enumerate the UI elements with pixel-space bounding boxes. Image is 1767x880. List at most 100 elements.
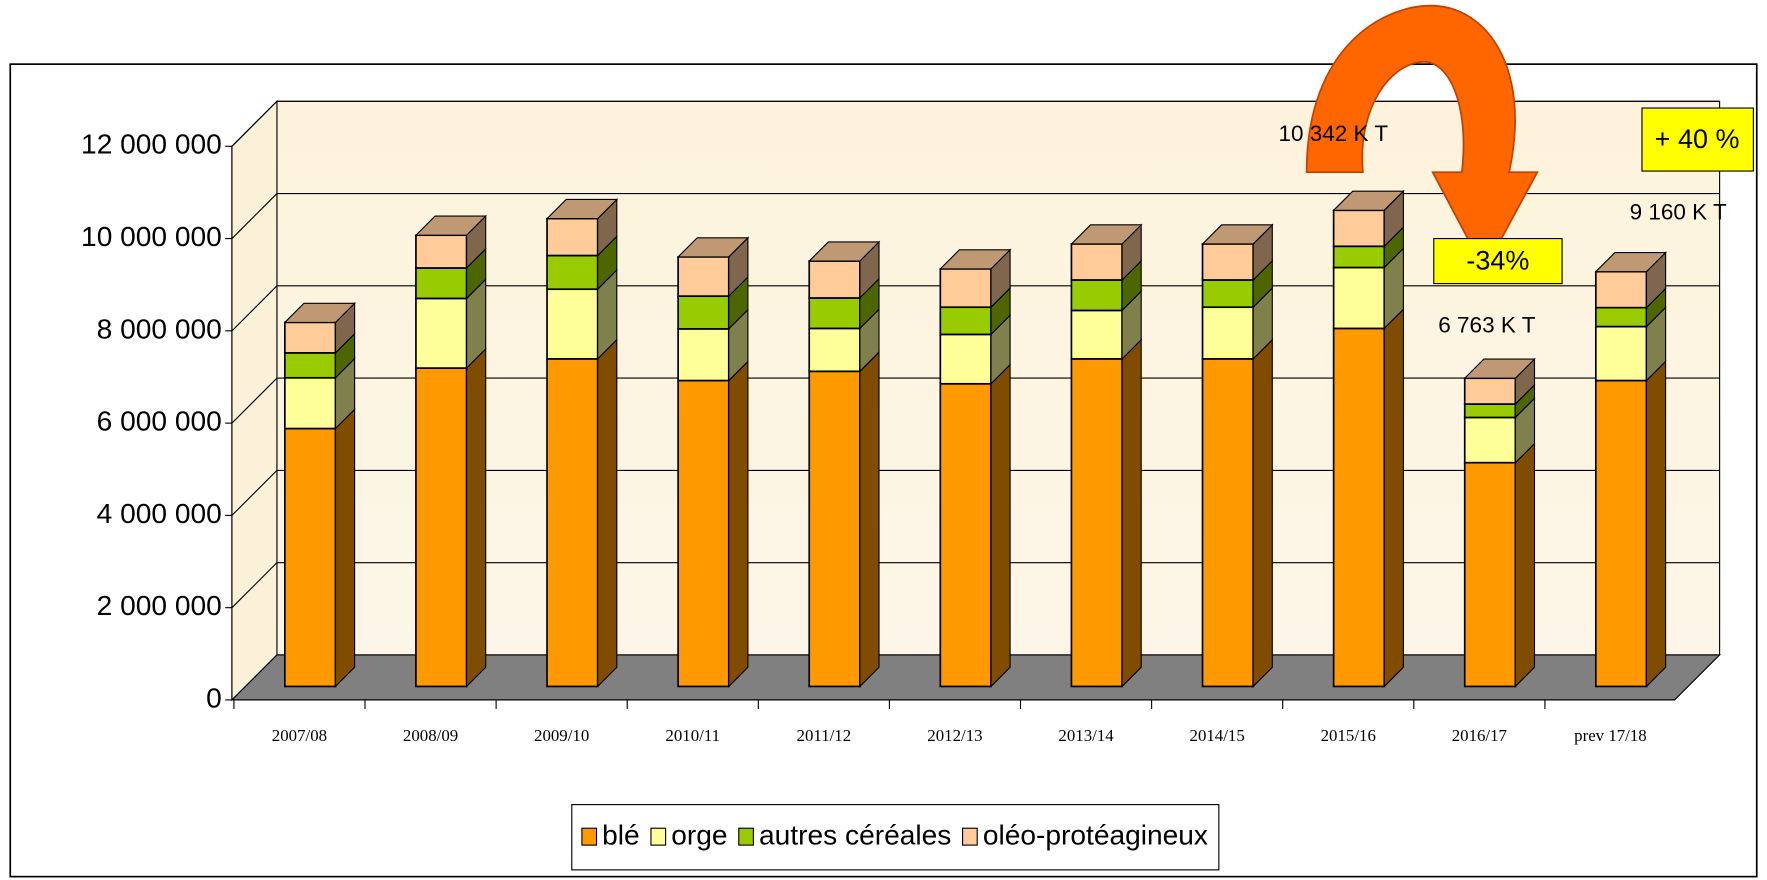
x-tick-label: 2009/10 (534, 726, 589, 745)
bar-side (1645, 360, 1667, 688)
bar-segment (415, 234, 468, 269)
x-tick-label: 2013/14 (1058, 726, 1114, 745)
bar-segment (1463, 461, 1517, 688)
legend (571, 804, 1220, 871)
bar-segment (939, 268, 992, 309)
bar-segment (546, 358, 599, 688)
bar-segment (283, 376, 337, 430)
bar-top (1201, 224, 1274, 245)
bar-side (990, 363, 1011, 688)
grid-line (231, 562, 278, 609)
legend-swatch (738, 827, 754, 846)
bar-segment (546, 288, 599, 360)
bar-side (1121, 338, 1142, 688)
bar-segment (1070, 243, 1123, 281)
bar-top (1332, 190, 1405, 211)
bar-segment (1201, 306, 1255, 360)
bar-segment (677, 379, 730, 688)
bar-segment (1594, 306, 1648, 328)
bar-segment (808, 297, 861, 330)
bar-side (597, 338, 618, 688)
bar-segment (415, 297, 468, 369)
x-tick-label: 2008/09 (403, 726, 458, 745)
bar-segment (808, 327, 861, 373)
bar-segment (1070, 279, 1123, 312)
annotation: 9 160 K T (1630, 200, 1727, 225)
x-tick-label: 2010/11 (665, 726, 720, 745)
bar-top (1594, 251, 1667, 273)
bar-segment (677, 256, 730, 297)
bar-side (1383, 307, 1404, 688)
bar-segment (546, 254, 599, 291)
bar-top (283, 302, 356, 323)
annotation: 10 342 K T (1278, 121, 1388, 146)
bar-segment (677, 328, 730, 382)
legend-swatch (962, 827, 978, 846)
grid-line (231, 193, 278, 239)
bar-top (938, 249, 1012, 270)
bar-segment (283, 427, 337, 688)
bar-side (334, 408, 356, 688)
x-tick-label: 2011/12 (797, 726, 852, 745)
bar-side (728, 360, 749, 688)
bar-segment (939, 333, 992, 385)
y-tick-label: 2 000 000 (97, 590, 222, 621)
y-tick-label: 0 (206, 682, 222, 713)
bar-segment (1070, 309, 1123, 360)
grid-line (231, 377, 278, 424)
legend-label: oléo-protéagineux (983, 820, 1208, 851)
annotation-box (1433, 238, 1563, 285)
bar-segment (1594, 325, 1648, 382)
bar-segment (1201, 243, 1255, 281)
bar-segment (1201, 279, 1255, 309)
grid-line (231, 100, 278, 147)
y-tick-label: 4 000 000 (97, 498, 222, 529)
bar-top (1463, 358, 1536, 379)
bar-segment (808, 260, 861, 299)
bar-segment (415, 367, 468, 688)
bar-segment (283, 352, 337, 379)
x-tick-label: 2015/16 (1321, 726, 1376, 745)
bar-segment (415, 267, 468, 300)
bar-side (466, 347, 487, 688)
bar-segment (1463, 377, 1517, 405)
bar-segment (1594, 270, 1648, 309)
y-tick-label: 8 000 000 (97, 313, 222, 344)
annotation-box (1641, 107, 1754, 172)
x-tick-label: 2014/15 (1190, 726, 1245, 745)
bar-segment (1201, 358, 1255, 688)
annotation: 6 763 K T (1438, 312, 1535, 337)
bar-side (1514, 442, 1536, 688)
annotation: -34% (1466, 245, 1529, 275)
bar-segment (1332, 245, 1386, 269)
bar-segment (283, 321, 337, 354)
bar-segment (1463, 416, 1517, 464)
bar-segment (1463, 403, 1517, 419)
y-tick-label: 12 000 000 (81, 129, 222, 160)
y-tick-label: 6 000 000 (97, 406, 222, 437)
y-tick-label: 10 000 000 (81, 221, 222, 252)
bar-segment (546, 217, 599, 257)
bar-segment (1332, 327, 1386, 688)
x-tick-label: 2012/13 (927, 726, 982, 745)
x-tick-label: prev 17/18 (1574, 726, 1647, 745)
bar-top (807, 241, 881, 262)
bar-segment (677, 295, 730, 330)
legend-label: blé (602, 820, 640, 851)
bar-top (545, 198, 619, 220)
legend-swatch (581, 827, 598, 846)
bar-side (859, 350, 880, 688)
bar-segment (1332, 209, 1386, 248)
bar-top (414, 215, 488, 236)
bar-side (1252, 338, 1273, 688)
annotation: + 40 % (1655, 124, 1740, 154)
arrow (1305, 4, 1539, 272)
bar-segment (1070, 358, 1123, 688)
bar-top (1070, 224, 1143, 245)
bar-segment (939, 306, 992, 336)
x-tick-label: 2007/08 (272, 726, 327, 745)
bar-top (676, 237, 750, 258)
grid-line (231, 285, 278, 332)
legend-label: autres céréales (759, 820, 951, 851)
